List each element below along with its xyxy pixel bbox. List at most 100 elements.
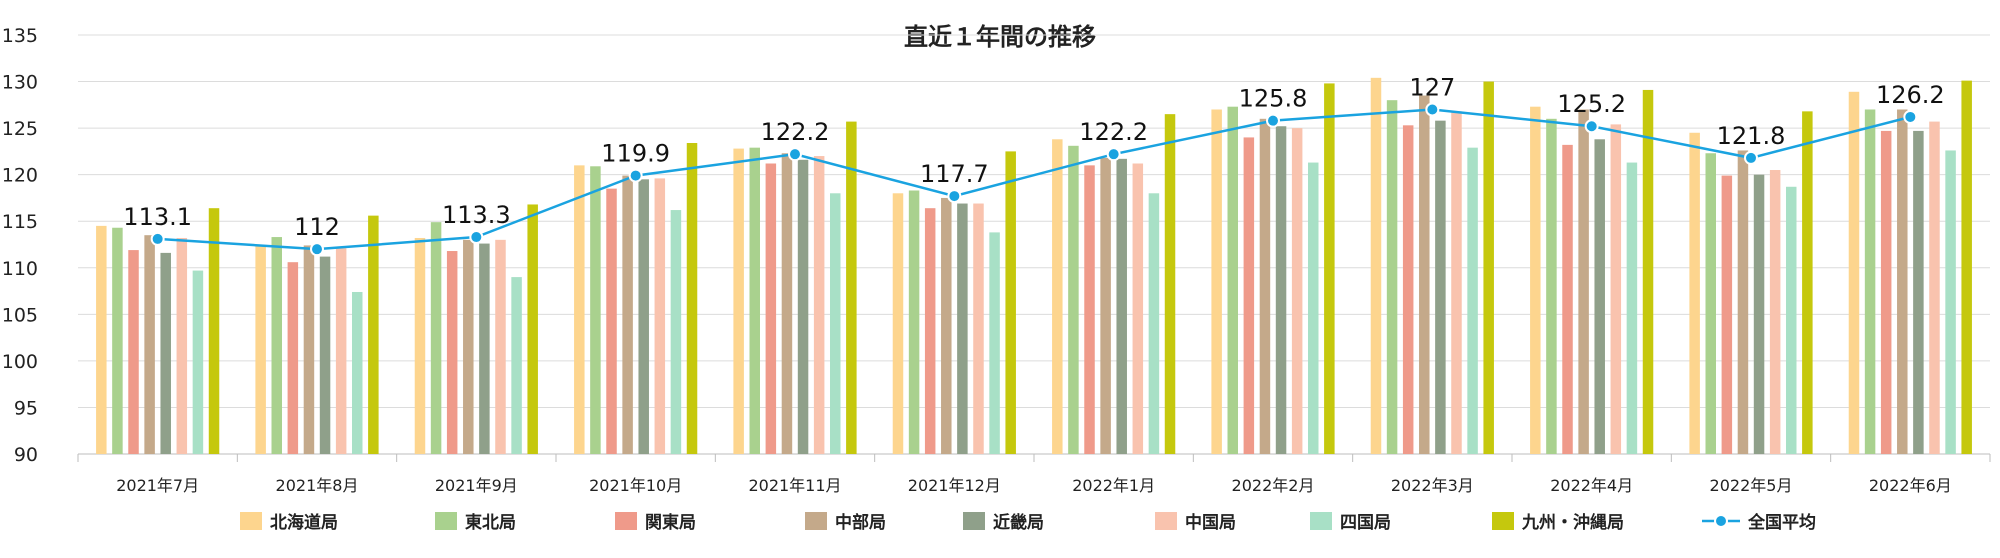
data-label: 113.3 — [442, 201, 511, 229]
bar — [1802, 111, 1813, 455]
chart-title: 直近１年間の推移 — [904, 23, 1096, 51]
bar — [192, 270, 204, 454]
bar — [1148, 193, 1160, 455]
y-tick-label: 135 — [2, 25, 38, 47]
bar — [1705, 153, 1716, 455]
bar — [908, 190, 920, 455]
average-point — [1903, 109, 1918, 124]
bar — [670, 210, 682, 454]
x-tick-label: 2022年3月 — [1391, 476, 1474, 495]
x-tick-label: 2021年7月 — [116, 476, 199, 495]
bar — [1227, 106, 1238, 454]
bar — [414, 237, 426, 454]
x-axis: 2021年7月 2021年8月 2021年9月 2021年10月 2021年11月 202… — [77, 454, 1991, 495]
bar — [1530, 106, 1541, 454]
average-point — [788, 147, 802, 162]
data-label: 125.8 — [1239, 85, 1308, 113]
bar — [686, 143, 698, 454]
bar — [1642, 89, 1654, 455]
bar — [846, 121, 857, 455]
y-tick-label: 90 — [14, 444, 38, 466]
bar — [1467, 147, 1478, 455]
bar — [368, 215, 379, 454]
bar — [765, 163, 777, 454]
bars — [96, 77, 1972, 455]
bar — [1721, 175, 1733, 454]
legend-label: 全国平均 — [1747, 512, 1816, 533]
bar — [160, 252, 171, 454]
x-tick-label: 2022年4月 — [1550, 476, 1633, 495]
bar — [1275, 126, 1287, 454]
average-point — [947, 189, 962, 204]
bar — [1737, 150, 1749, 455]
data-label: 121.8 — [1717, 122, 1786, 150]
bar — [1164, 114, 1176, 455]
bar — [1402, 125, 1414, 454]
bar — [1753, 174, 1765, 454]
bar — [96, 225, 107, 454]
bar — [1211, 109, 1222, 454]
data-label: 122.2 — [761, 118, 830, 146]
bar — [973, 203, 984, 454]
x-tick-label: 2022年5月 — [1710, 476, 1793, 495]
bar — [176, 237, 188, 454]
y-tick-label: 125 — [2, 118, 38, 140]
legend-label: 中部局 — [835, 512, 886, 533]
y-tick-label: 95 — [14, 397, 38, 419]
y-tick-label: 105 — [2, 304, 38, 326]
bar — [1259, 118, 1271, 455]
bar — [287, 262, 299, 454]
x-tick-label: 2022年2月 — [1232, 476, 1315, 495]
bar — [1897, 109, 1908, 454]
bar — [1370, 77, 1382, 454]
average-line-path — [157, 108, 1911, 251]
bar — [1626, 162, 1638, 454]
bar — [1610, 124, 1622, 455]
bar — [255, 246, 266, 454]
x-tick-label: 2021年10月 — [589, 476, 682, 495]
data-label: 125.2 — [1557, 90, 1626, 118]
bar — [1243, 137, 1255, 454]
bar — [1562, 144, 1573, 455]
legend-swatch — [435, 512, 457, 530]
bar — [1116, 158, 1127, 455]
legend-label: 関東局 — [645, 512, 696, 533]
bar — [1100, 157, 1111, 454]
bar — [813, 156, 825, 455]
average-point — [1744, 150, 1758, 165]
average-point — [1106, 147, 1121, 162]
bar — [1308, 162, 1319, 454]
bar — [335, 248, 347, 454]
average-point — [310, 242, 324, 257]
bar — [1005, 151, 1016, 454]
bar — [1880, 130, 1892, 454]
legend-swatch — [805, 512, 827, 530]
x-tick-label: 2021年9月 — [435, 476, 518, 495]
average-point — [469, 230, 484, 245]
bar — [797, 159, 809, 454]
y-tick-label: 100 — [2, 351, 38, 373]
bar — [1386, 100, 1398, 454]
legend-swatch — [1155, 512, 1177, 530]
bar — [495, 239, 506, 454]
legend-label: 北海道局 — [270, 512, 338, 533]
bar — [511, 277, 522, 454]
bar — [112, 227, 123, 454]
bar — [303, 245, 315, 454]
bar — [1913, 130, 1924, 454]
bar — [1786, 186, 1797, 454]
bar — [781, 153, 793, 455]
y-tick-label: 110 — [2, 258, 38, 280]
bar — [638, 179, 649, 455]
bar — [1769, 170, 1781, 454]
legend-label: 中国局 — [1185, 512, 1236, 533]
bar — [446, 251, 458, 454]
bar — [1594, 139, 1605, 455]
bar — [606, 188, 617, 454]
bar — [1689, 132, 1700, 454]
data-label: 126.2 — [1876, 81, 1945, 109]
legend: 北海道局 東北局 関東局 中部局 近畿局 中国局 四国局 九州・沖縄局 全国平均 — [240, 512, 1816, 533]
data-label: 122.2 — [1079, 118, 1148, 146]
bar — [1864, 109, 1876, 454]
legend-swatch — [615, 512, 637, 530]
